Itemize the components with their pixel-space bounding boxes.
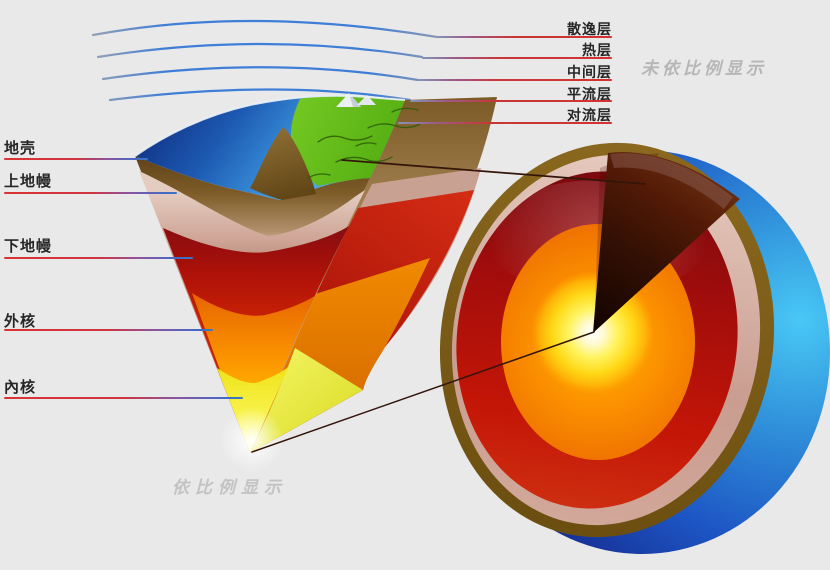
label-exosphere: 散逸层 xyxy=(567,21,612,37)
surface-snow-peak-2 xyxy=(357,95,376,105)
leader-line-outer-core xyxy=(4,329,213,331)
surface-coast-hill xyxy=(250,127,316,200)
wedge-front-face xyxy=(135,156,370,472)
wedge-right-face xyxy=(250,97,497,453)
leader-line-mesosphere xyxy=(418,79,612,81)
leader-line-stratosphere xyxy=(410,100,612,102)
label-outer-core: 外核 xyxy=(4,313,37,330)
leader-line-crust xyxy=(4,158,148,160)
caption-to-scale: 依比例显示 xyxy=(172,478,287,497)
leader-line-thermosphere xyxy=(422,57,612,59)
sphere-cutaway-sector xyxy=(593,152,740,333)
wedge-outer-core xyxy=(192,293,315,453)
arc-exosphere xyxy=(91,19,439,39)
arc-thermosphere xyxy=(96,42,424,59)
label-troposphere: 对流层 xyxy=(567,107,612,123)
earth-wedge xyxy=(134,93,497,472)
leader-line-exosphere xyxy=(437,36,612,38)
label-thermosphere: 热层 xyxy=(582,42,612,58)
wedge-tip-glow xyxy=(220,408,284,472)
leader-line-upper-mantle xyxy=(4,192,177,194)
leader-line-troposphere xyxy=(398,122,612,124)
connector-core-line xyxy=(251,331,595,453)
wedge-sphere-connectors xyxy=(251,159,646,453)
label-mesosphere: 中间层 xyxy=(567,64,612,80)
connector-crust-line xyxy=(341,159,646,185)
label-crust: 地壳 xyxy=(4,140,37,157)
leader-line-lower-mantle xyxy=(4,257,193,259)
arc-stratosphere xyxy=(108,88,412,102)
label-lower-mantle: 下地幔 xyxy=(4,238,53,255)
label-upper-mantle: 上地幔 xyxy=(4,173,53,190)
surface-back-edge-highlight xyxy=(134,94,406,157)
leader-line-inner-core xyxy=(4,397,243,399)
caption-not-to-scale: 未依比例显示 xyxy=(641,59,767,78)
sphere-cutaway-mantle-band xyxy=(610,153,733,209)
atmosphere-arcs xyxy=(91,19,439,102)
arc-mesosphere xyxy=(101,66,420,82)
surface-mountain-ridges xyxy=(307,107,421,179)
label-stratosphere: 平流层 xyxy=(567,86,612,102)
label-inner-core: 內核 xyxy=(4,379,37,396)
